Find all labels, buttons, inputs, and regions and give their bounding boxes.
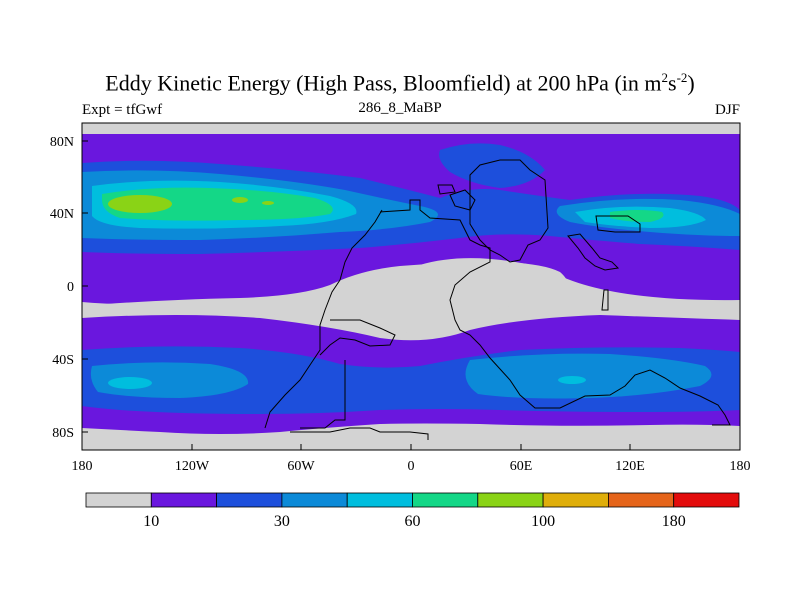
colorbar-box-7 bbox=[477, 492, 544, 508]
colorbar-box-3 bbox=[216, 492, 283, 508]
field-yellowgreen-max-3 bbox=[262, 201, 274, 205]
colorbar-box-10 bbox=[673, 492, 740, 508]
field-blue-north-east bbox=[439, 143, 545, 188]
colorbar: 10 30 60 100 180 bbox=[85, 492, 740, 530]
colorbar-box-5 bbox=[346, 492, 413, 508]
colorbar-label-60: 60 bbox=[405, 513, 421, 530]
coastline-americas-block bbox=[379, 199, 731, 426]
field-cyan-south-west bbox=[108, 377, 152, 389]
coastline-outlines bbox=[264, 159, 731, 440]
field-green-north-east bbox=[610, 210, 664, 222]
longitude-axis bbox=[81, 444, 741, 450]
lat-label-80n: 80N bbox=[50, 135, 74, 150]
coastline-east-islands bbox=[567, 215, 641, 311]
colorbar-label-10: 10 bbox=[143, 513, 159, 530]
colorbar-box-9 bbox=[608, 492, 675, 508]
lat-label-40s: 40S bbox=[52, 353, 74, 368]
lon-label-180w: 180 bbox=[72, 459, 93, 474]
field-green-north bbox=[102, 187, 333, 221]
colorbar-box-2 bbox=[150, 492, 218, 508]
colorbar-box-6 bbox=[412, 492, 479, 508]
colorbar-box-8 bbox=[542, 492, 609, 508]
lon-label-120w: 120W bbox=[175, 459, 210, 474]
lat-label-80s: 80S bbox=[52, 426, 74, 441]
subtitle: 286_8_MaBP bbox=[358, 100, 442, 116]
colorbar-box-4 bbox=[281, 492, 348, 508]
colorbar-label-30: 30 bbox=[274, 513, 290, 530]
lat-label-40n: 40N bbox=[50, 207, 74, 222]
lon-label-0: 0 bbox=[408, 459, 415, 474]
lon-label-60e: 60E bbox=[510, 459, 533, 474]
lon-label-180e: 180 bbox=[730, 459, 751, 474]
coastline-west-continent bbox=[264, 209, 383, 429]
colorbar-box-1 bbox=[85, 492, 152, 508]
field-grey-tropics bbox=[82, 262, 568, 333]
field-midblue-south-west bbox=[90, 362, 249, 398]
coastline-eurasia-africa bbox=[469, 159, 549, 263]
field-midblue-south-east bbox=[465, 353, 712, 399]
latitude-axis bbox=[82, 140, 88, 433]
energy-contour-field bbox=[82, 123, 740, 450]
lon-label-120e: 120E bbox=[615, 459, 645, 474]
colorbar-label-100: 100 bbox=[531, 513, 555, 530]
field-yellowgreen-max-2 bbox=[232, 197, 248, 203]
coastline-north-inlet bbox=[437, 184, 476, 211]
lon-label-60w: 60W bbox=[287, 459, 315, 474]
field-yellowgreen-max-1 bbox=[108, 195, 172, 213]
season-label: DJF bbox=[714, 102, 740, 118]
map-title: Eddy Kinetic Energy (High Pass, Bloomfie… bbox=[105, 70, 695, 96]
experiment-label: Expt = tfGwf bbox=[82, 102, 163, 118]
lat-label-0: 0 bbox=[67, 280, 74, 295]
colorbar-label-180: 180 bbox=[662, 513, 686, 530]
coastline-south-west bbox=[290, 319, 429, 440]
field-cyan-south-east bbox=[558, 376, 586, 384]
